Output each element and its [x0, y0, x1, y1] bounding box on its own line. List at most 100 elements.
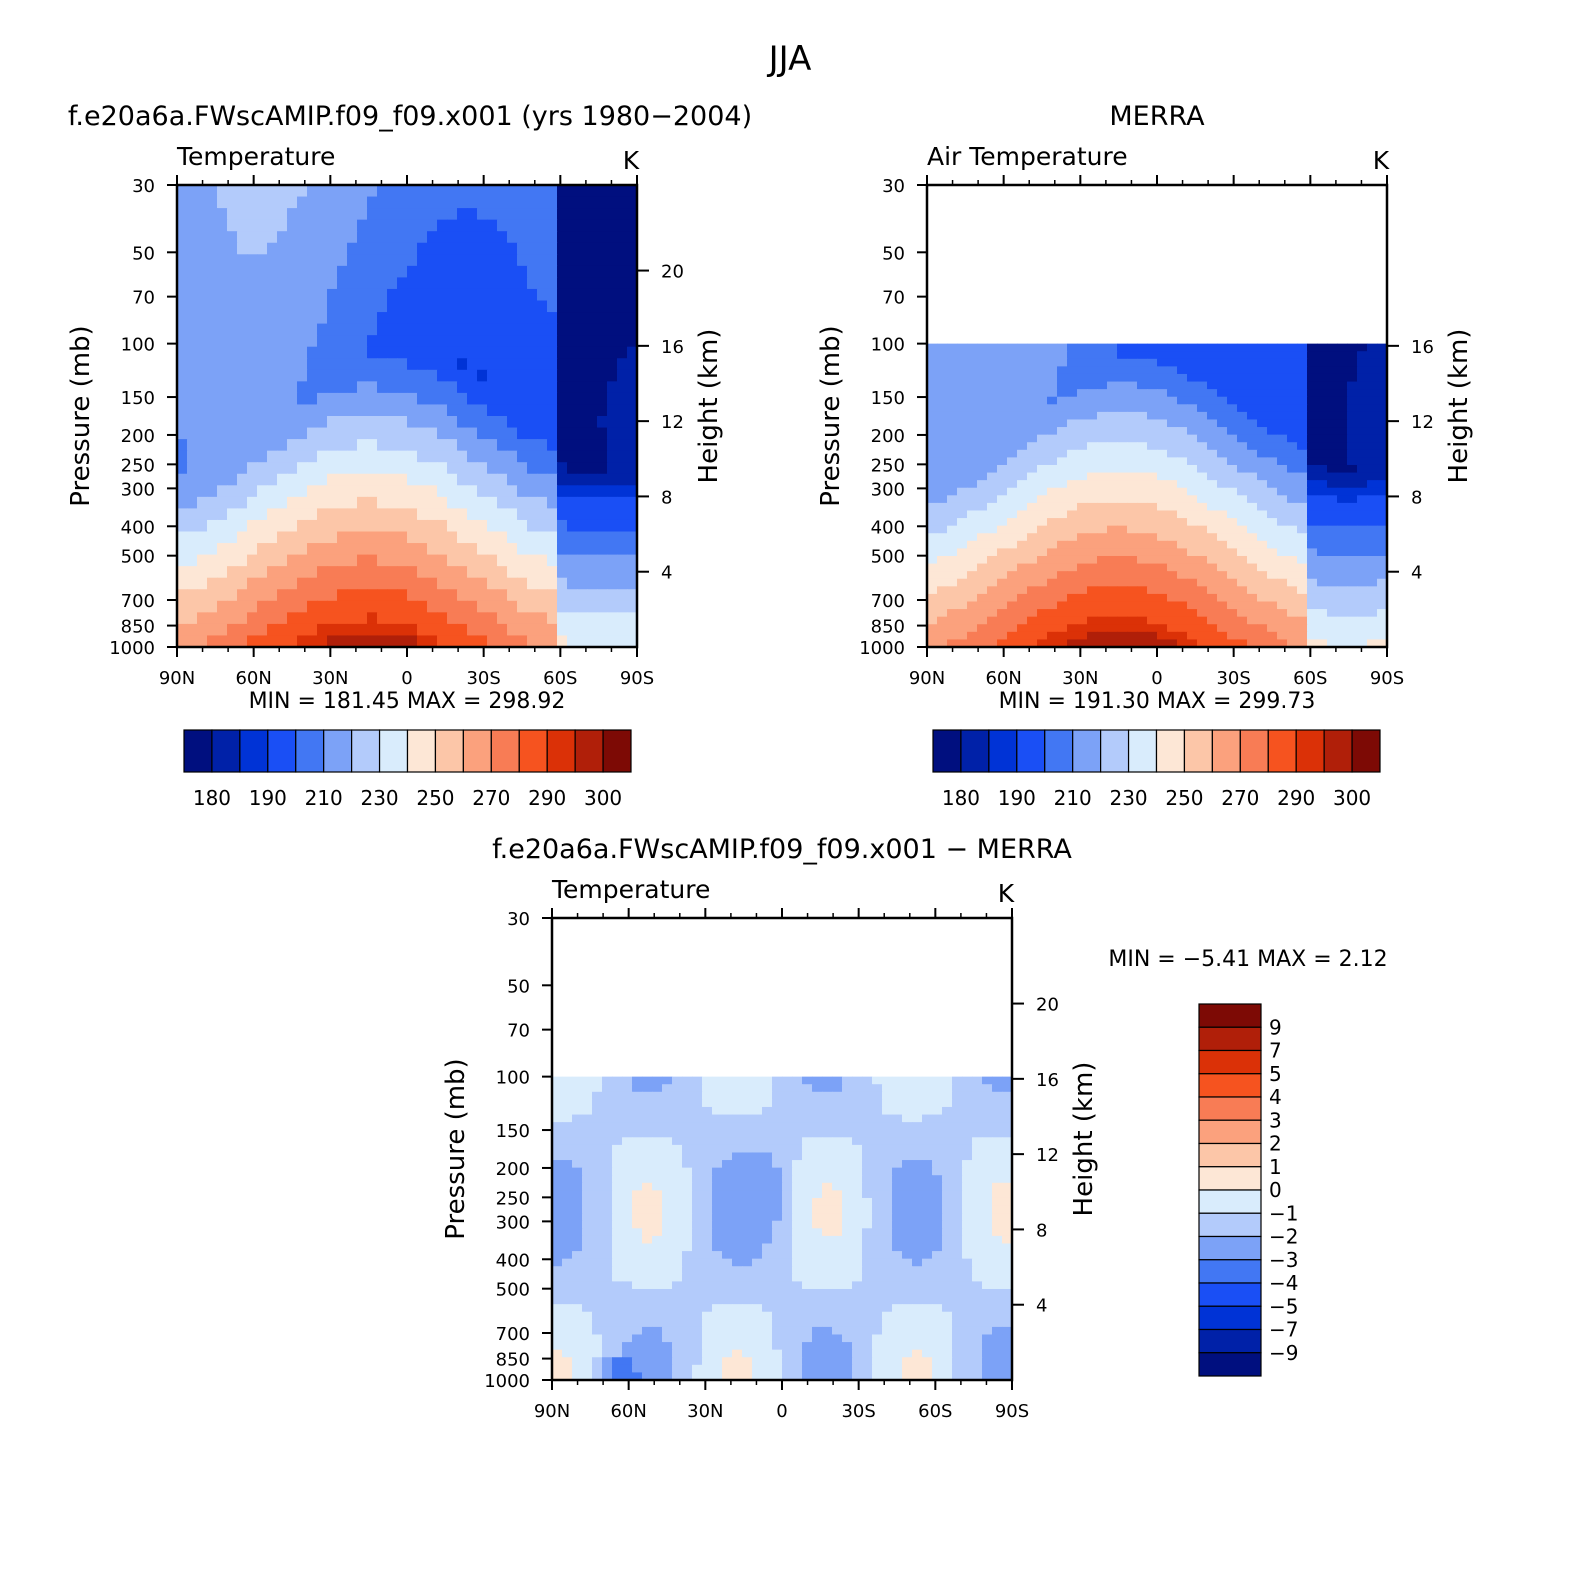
field-cell	[297, 416, 308, 429]
field-cell	[1027, 631, 1038, 641]
field-cell	[1207, 480, 1218, 489]
field-cell	[1147, 616, 1158, 625]
field-cell	[447, 462, 458, 475]
field-cell	[992, 1137, 1003, 1146]
field-cell	[802, 1099, 813, 1108]
field-cell	[942, 1106, 953, 1116]
field-cell	[1157, 419, 1168, 428]
field-cell	[942, 1235, 953, 1245]
field-cell	[297, 219, 308, 232]
field-cell	[872, 1106, 883, 1116]
field-cell	[1247, 555, 1258, 565]
field-cell	[197, 185, 208, 198]
field-cell	[187, 254, 198, 267]
field-cell	[927, 419, 938, 428]
field-cell	[457, 508, 468, 521]
field-cell	[1167, 343, 1178, 352]
field-cell	[1337, 442, 1348, 451]
field-cell	[927, 442, 938, 451]
field-cell	[257, 277, 268, 290]
field-cell	[327, 600, 338, 613]
field-cell	[1357, 464, 1368, 474]
field-cell	[557, 612, 568, 625]
field-cell	[207, 265, 218, 278]
field-cell	[437, 323, 448, 336]
field-cell	[1377, 502, 1388, 512]
field-cell	[377, 531, 388, 544]
field-cell	[932, 1175, 943, 1184]
field-cell	[947, 464, 958, 474]
field-cell	[1117, 389, 1128, 398]
field-cell	[297, 392, 308, 406]
field-cell	[177, 577, 188, 590]
field-cell	[477, 208, 488, 221]
field-cell	[612, 1137, 623, 1146]
field-cell	[1207, 419, 1218, 428]
field-cell	[1067, 427, 1078, 436]
field-cell	[277, 358, 288, 371]
field-cell	[287, 185, 298, 198]
field-cell	[632, 1137, 643, 1146]
field-cell	[577, 231, 588, 244]
field-cell	[1067, 464, 1078, 474]
field-cell	[682, 1091, 693, 1100]
field-cell	[367, 277, 378, 290]
field-cell	[1187, 366, 1198, 375]
field-cell	[562, 1091, 573, 1100]
field-cell	[1247, 351, 1258, 360]
field-cell	[497, 543, 508, 556]
field-cell	[377, 496, 388, 509]
field-cell	[1287, 510, 1298, 519]
field-cell	[1147, 404, 1158, 413]
field-cell	[207, 219, 218, 232]
field-cell	[662, 1175, 673, 1184]
field-cell	[952, 1175, 963, 1184]
field-cell	[1187, 449, 1198, 458]
field-cell	[1327, 631, 1338, 641]
field-cell	[227, 288, 238, 302]
field-cell	[892, 1167, 903, 1176]
field-cell	[1307, 518, 1318, 527]
field-cell	[247, 277, 258, 290]
field-cell	[177, 242, 188, 255]
field-cell	[682, 1076, 693, 1085]
field-cell	[557, 381, 568, 394]
field-cell	[842, 1197, 853, 1207]
field-cell	[1127, 419, 1138, 428]
field-cell	[427, 231, 438, 244]
field-cell	[1297, 396, 1308, 405]
field-cell	[317, 496, 328, 509]
field-cell	[1267, 495, 1278, 504]
field-cell	[397, 231, 408, 244]
field-cell	[927, 510, 938, 519]
field-cell	[497, 185, 508, 198]
field-cell	[562, 1114, 573, 1123]
field-cell	[247, 566, 258, 579]
field-cell	[357, 439, 368, 452]
field-cell	[872, 1137, 883, 1146]
field-cell	[367, 416, 378, 429]
field-cell	[527, 335, 538, 348]
field-cell	[1297, 578, 1308, 587]
field-cell	[1047, 411, 1058, 421]
field-cell	[1267, 373, 1278, 383]
field-cell	[1367, 358, 1378, 367]
field-cell	[567, 358, 578, 371]
field-cell	[1127, 358, 1138, 367]
field-cell	[1217, 639, 1228, 648]
field-cell	[1107, 381, 1118, 390]
field-cell	[1357, 502, 1368, 512]
field-cell	[557, 485, 568, 498]
field-cell	[1007, 533, 1018, 542]
field-cell	[822, 1243, 833, 1252]
field-cell	[572, 1182, 583, 1191]
field-cell	[1247, 631, 1258, 641]
field-cell	[942, 1167, 953, 1176]
field-cell	[1267, 487, 1278, 496]
field-cell	[557, 392, 568, 406]
field-cell	[387, 381, 398, 394]
field-cell	[987, 624, 998, 633]
field-cell	[1157, 555, 1168, 565]
field-cell	[277, 589, 288, 602]
field-cell	[377, 508, 388, 521]
